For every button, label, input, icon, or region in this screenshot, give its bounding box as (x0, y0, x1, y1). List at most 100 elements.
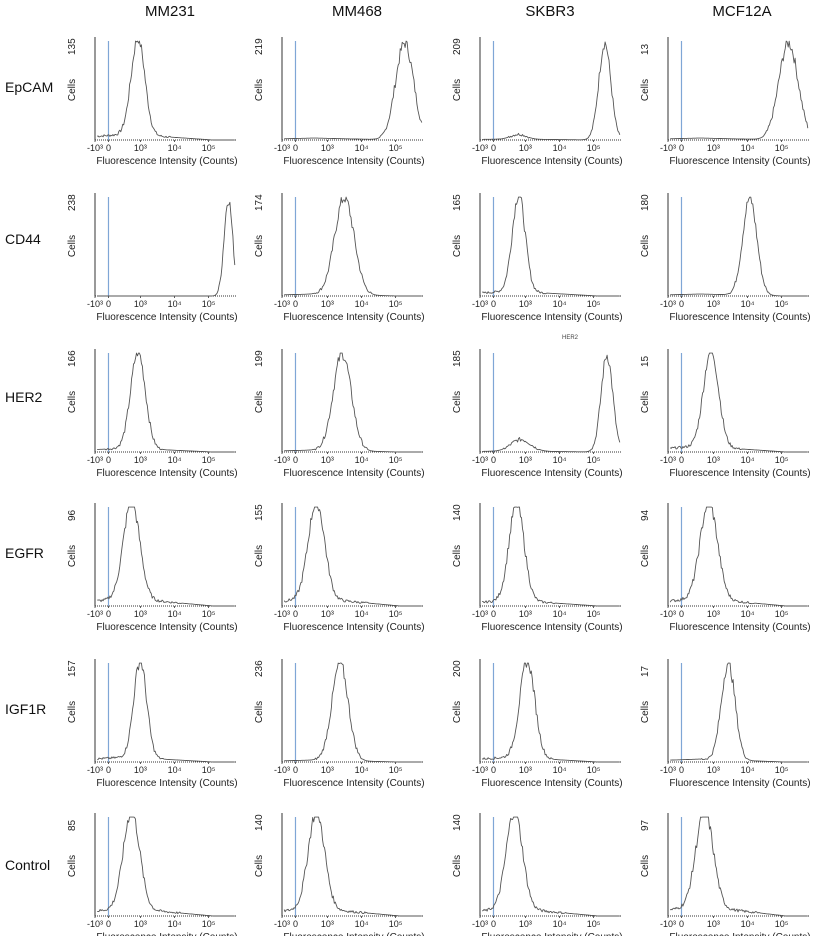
histogram-igf1r-mm231 (97, 662, 235, 763)
tick-label-egfr-mm468-4: 10⁵ (389, 609, 403, 619)
x-axis-label-igf1r-skbr3: Fluorescence Intensity (Counts) (481, 778, 622, 789)
tick-label-epcam-mcf12a-1: 0 (679, 143, 684, 153)
y-max-label-her2-mm231: 166 (67, 350, 78, 367)
y-max-label-egfr-mcf12a: 94 (640, 509, 651, 521)
histogram-epcam-mcf12a (670, 40, 809, 140)
tick-label-epcam-mm468-2: 10³ (321, 143, 334, 153)
tick-label-egfr-skbr3-3: 10⁴ (553, 609, 567, 619)
tick-label-cd44-skbr3-3: 10⁴ (553, 299, 567, 309)
column-title-mm231: MM231 (145, 3, 195, 20)
tick-label-igf1r-mcf12a-2: 10³ (707, 765, 720, 775)
histogram-igf1r-mcf12a (670, 662, 808, 763)
column-title-mm468: MM468 (332, 3, 382, 20)
y-axis-label-igf1r-mm468: Cells (254, 701, 265, 723)
x-axis-label-epcam-skbr3: Fluorescence Intensity (Counts) (481, 156, 622, 167)
tick-label-control-mcf12a-1: 0 (679, 919, 684, 929)
tick-label-epcam-mm231-0: -10³ (87, 143, 103, 153)
tick-label-igf1r-skbr3-0: -10³ (472, 765, 488, 775)
tick-label-egfr-skbr3-4: 10⁵ (587, 609, 601, 619)
tick-label-cd44-mm231-0: -10³ (87, 299, 103, 309)
histogram-igf1r-skbr3 (481, 662, 620, 763)
y-max-label-egfr-mm231: 96 (67, 509, 78, 521)
tick-label-control-mm231-1: 0 (106, 919, 111, 929)
tick-label-epcam-mm468-0: -10³ (274, 143, 290, 153)
tick-label-cd44-mm231-1: 0 (106, 299, 111, 309)
tick-label-control-skbr3-2: 10³ (519, 919, 532, 929)
tick-label-epcam-mcf12a-0: -10³ (660, 143, 676, 153)
tick-label-egfr-mcf12a-4: 10⁵ (775, 609, 789, 619)
tick-label-epcam-mm468-4: 10⁵ (389, 143, 403, 153)
y-max-label-cd44-mcf12a: 180 (640, 194, 651, 211)
x-axis-label-control-mcf12a: Fluorescence Intensity (Counts) (669, 932, 810, 936)
histogram-egfr-skbr3 (482, 506, 620, 607)
tick-label-control-skbr3-1: 0 (491, 919, 496, 929)
tick-label-igf1r-mcf12a-1: 0 (679, 765, 684, 775)
tick-label-cd44-mm231-3: 10⁴ (168, 299, 182, 309)
x-axis-label-egfr-skbr3: Fluorescence Intensity (Counts) (481, 622, 622, 633)
tick-label-her2-mm468-1: 0 (293, 455, 298, 465)
histogram-egfr-mm231 (97, 506, 235, 607)
histogram-her2-mcf12a (669, 352, 808, 453)
tick-label-egfr-mm468-0: -10³ (274, 609, 290, 619)
tick-label-control-mm468-2: 10³ (321, 919, 334, 929)
y-axis-label-her2-mcf12a: Cells (640, 391, 651, 413)
tick-label-epcam-skbr3-2: 10³ (519, 143, 532, 153)
tick-label-her2-mm468-0: -10³ (274, 455, 290, 465)
y-max-label-egfr-mm468: 155 (254, 504, 265, 521)
x-axis-label-epcam-mm468: Fluorescence Intensity (Counts) (283, 156, 424, 167)
histogram-cd44-mcf12a (670, 196, 808, 297)
tick-label-control-mm468-3: 10⁴ (355, 919, 369, 929)
tick-label-epcam-skbr3-4: 10⁵ (587, 143, 601, 153)
x-axis-label-her2-skbr3: Fluorescence Intensity (Counts) (481, 468, 622, 479)
row-label-her2: HER2 (5, 389, 43, 405)
panel-note-her2-skbr3: HER2 (562, 335, 579, 341)
tick-label-her2-mcf12a-0: -10³ (660, 455, 676, 465)
tick-label-epcam-mm231-2: 10³ (134, 143, 147, 153)
row-label-epcam: EpCAM (5, 79, 53, 95)
y-max-label-cd44-mm468: 174 (254, 194, 265, 211)
y-axis-label-her2-mm468: Cells (254, 391, 265, 413)
tick-label-egfr-mm231-3: 10⁴ (168, 609, 182, 619)
tick-label-igf1r-mm468-0: -10³ (274, 765, 290, 775)
tick-label-her2-mm231-3: 10⁴ (168, 455, 182, 465)
tick-label-egfr-mm468-3: 10⁴ (355, 609, 369, 619)
tick-label-egfr-skbr3-1: 0 (491, 609, 496, 619)
tick-label-her2-mm468-4: 10⁵ (389, 455, 403, 465)
y-axis-label-igf1r-mm231: Cells (67, 701, 78, 723)
y-axis-label-egfr-mm231: Cells (67, 545, 78, 567)
tick-label-igf1r-mcf12a-3: 10⁴ (741, 765, 755, 775)
tick-label-epcam-skbr3-3: 10⁴ (553, 143, 567, 153)
tick-label-her2-skbr3-4: 10⁵ (587, 455, 601, 465)
tick-label-egfr-skbr3-0: -10³ (472, 609, 488, 619)
tick-label-her2-mm468-2: 10³ (321, 455, 334, 465)
tick-label-cd44-skbr3-2: 10³ (519, 299, 532, 309)
y-max-label-igf1r-mcf12a: 17 (640, 665, 651, 677)
tick-label-igf1r-mm231-3: 10⁴ (168, 765, 182, 775)
x-axis-label-egfr-mcf12a: Fluorescence Intensity (Counts) (669, 622, 810, 633)
tick-label-egfr-mm468-2: 10³ (321, 609, 334, 619)
x-axis-label-igf1r-mm468: Fluorescence Intensity (Counts) (283, 778, 424, 789)
tick-label-control-mcf12a-3: 10⁴ (741, 919, 755, 929)
tick-label-egfr-mcf12a-0: -10³ (660, 609, 676, 619)
tick-label-cd44-mcf12a-0: -10³ (660, 299, 676, 309)
tick-label-her2-skbr3-3: 10⁴ (553, 455, 567, 465)
x-axis-label-igf1r-mm231: Fluorescence Intensity (Counts) (96, 778, 237, 789)
histogram-epcam-skbr3 (482, 41, 621, 141)
tick-label-cd44-mcf12a-1: 0 (679, 299, 684, 309)
tick-label-epcam-mcf12a-4: 10⁵ (775, 143, 789, 153)
histogram-cd44-mm468 (284, 196, 422, 297)
histogram-her2-mm231 (97, 352, 235, 453)
tick-label-epcam-mm468-3: 10⁴ (355, 143, 369, 153)
y-axis-label-igf1r-skbr3: Cells (452, 701, 463, 723)
tick-label-epcam-skbr3-1: 0 (491, 143, 496, 153)
tick-label-cd44-mm468-0: -10³ (274, 299, 290, 309)
y-max-label-igf1r-mm468: 236 (254, 660, 265, 677)
tick-label-control-mm231-2: 10³ (134, 919, 147, 929)
tick-label-control-mm231-0: -10³ (87, 919, 103, 929)
x-axis-label-control-mm468: Fluorescence Intensity (Counts) (283, 932, 424, 936)
x-axis-label-her2-mm468: Fluorescence Intensity (Counts) (283, 468, 424, 479)
tick-label-igf1r-mm231-1: 0 (106, 765, 111, 775)
histogram-control-mm231 (97, 816, 235, 917)
y-max-label-her2-mm468: 199 (254, 350, 265, 367)
